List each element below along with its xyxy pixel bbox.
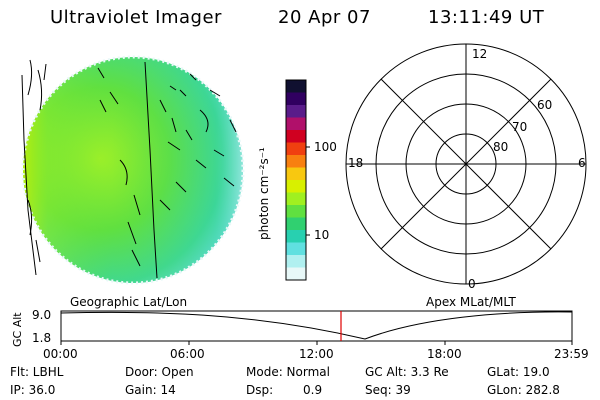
colorbar-segment: [286, 80, 306, 93]
mlt-label-18: 18: [348, 156, 364, 170]
colorbar-tick-100: 100: [314, 140, 337, 154]
colorbar-segment: [286, 117, 306, 131]
colorbar-segment: [286, 192, 306, 206]
geo-lines: [21, 59, 237, 279]
right-panel-caption: Apex MLat/MLT: [426, 295, 516, 309]
mlt-label-0: 0: [468, 277, 476, 291]
timeline-x-tick: 00:00: [43, 347, 78, 361]
timeline-plot: [60, 310, 573, 345]
colorbar-segment: [286, 242, 306, 256]
mlat-label-70: 70: [512, 120, 528, 134]
timeline-y-tick-high: 9.0: [32, 308, 52, 322]
filter-info: Flt: LBHL: [10, 365, 64, 379]
mode-info: Mode: Normal: [246, 365, 330, 379]
glat-info: GLat: 19.0: [487, 365, 550, 379]
timeline-x-tick: 12:00: [299, 347, 334, 361]
glon-info: GLon: 282.8: [487, 383, 560, 397]
colorbar-segment: [286, 267, 306, 281]
colorbar-segment: [286, 217, 306, 231]
colorbar-frame: [285, 79, 307, 281]
colorbar-tick-10: 10: [314, 228, 330, 242]
polar-grid: [345, 43, 587, 285]
colorbar-segment: [286, 205, 306, 218]
timeline-y-label: GC Alt: [11, 312, 24, 347]
mlat-label-80: 80: [493, 140, 509, 154]
timeline-y-tick-low: 1.8: [32, 331, 52, 345]
colorbar-segment: [286, 105, 306, 118]
dsp-value: 0.9: [303, 383, 323, 397]
colorbar-segment: [286, 180, 306, 193]
colorbar-segment: [286, 142, 306, 156]
timeline-x-tick: 23:59: [554, 347, 589, 361]
mlt-label-6: 6: [578, 156, 586, 170]
earth-image-disk: [21, 55, 245, 285]
mlt-label-12: 12: [472, 47, 488, 61]
gc-alt-info: GC Alt: 3.3 Re: [365, 365, 449, 379]
timeline-x-tick: 06:00: [170, 347, 205, 361]
colorbar-segment: [286, 230, 306, 243]
colorbar-segment: [286, 92, 306, 106]
door-info: Door: Open: [125, 365, 194, 379]
instrument-title: Ultraviolet Imager: [50, 7, 222, 28]
colorbar-segment: [286, 155, 306, 168]
seq-info: Seq: 39: [365, 383, 411, 397]
mlat-label-60: 60: [537, 98, 553, 112]
colorbar-segment: [286, 130, 306, 143]
time-label: 13:11:49 UT: [428, 7, 545, 28]
colorbar-segment: [286, 255, 306, 268]
colorbar-label: photon cm⁻²s⁻¹: [257, 147, 271, 240]
gain-info: Gain: 14: [125, 383, 176, 397]
ip-info: IP: 36.0: [10, 383, 56, 397]
timeline-x-tick: 18:00: [427, 347, 462, 361]
colorbar: [285, 79, 310, 281]
date-label: 20 Apr 07: [278, 7, 371, 28]
colorbar-segment: [286, 167, 306, 181]
dsp-label: Dsp:: [246, 383, 274, 397]
left-panel-caption: Geographic Lat/Lon: [70, 295, 188, 309]
